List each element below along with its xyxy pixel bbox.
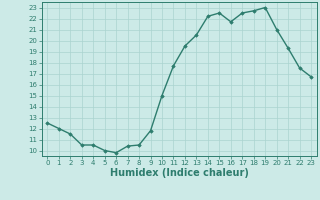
X-axis label: Humidex (Indice chaleur): Humidex (Indice chaleur) <box>110 168 249 178</box>
